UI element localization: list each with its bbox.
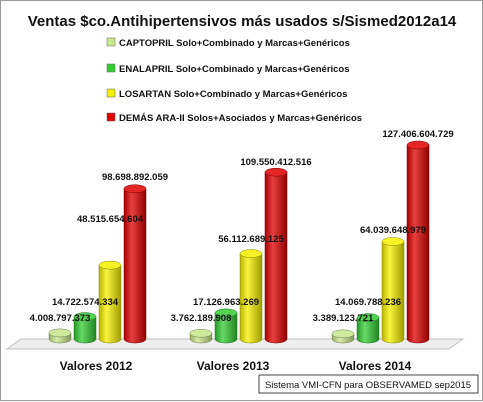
legend-swatch-losartan [106,88,116,98]
chart-title: Ventas $co.Antihipertensivos más usados … [28,13,457,30]
bar-enalapril-2012 [73,312,97,344]
bar-demas-ara-ii-2013 [264,167,288,344]
data-label-losartan-2014: 64.039.648.979 [360,225,426,236]
legend-label-captopril: CAPTOPRIL Solo+Combinado y Marcas+Genéri… [119,38,350,49]
bar-demas-ara-ii-2014 [406,140,430,344]
data-label-demas-ara-ii-2012: 98.698.892.059 [102,172,168,183]
source-box [258,374,479,394]
bar-losartan-2013 [239,249,263,344]
category-label-2012: Valores 2012 [60,359,133,373]
legend-swatch-demas-ara-ii [106,112,116,122]
legend-label-demas-ara-ii: DEMÁS ARA-II Solos+Asociados y Marcas+Ge… [119,113,362,124]
legend-swatch-enalapril [106,63,116,73]
bar-captopril-2012 [48,328,72,344]
data-label-enalapril-2012: 14.722.574.334 [52,297,119,308]
bar-losartan-2012 [98,260,122,344]
data-label-captopril-2014: 3.389.123.721 [313,313,374,324]
category-label-2014: Valores 2014 [339,359,412,373]
data-label-demas-ara-ii-2013: 109.550.412.516 [240,157,311,168]
bar-captopril-2013 [189,329,213,344]
data-labels: 4.008.797.373 14.722.574.334 48.515.654.60… [30,129,454,324]
bar-enalapril-2013 [214,308,238,344]
data-label-enalapril-2014: 14.069.788.236 [335,297,401,308]
bar-enalapril-2014 [356,313,380,344]
category-labels: Valores 2012 Valores 2013 Valores 2014 [60,359,412,373]
legend-label-losartan: LOSARTAN Solo+Combinado y Marcas+Genéric… [119,89,347,100]
legend: CAPTOPRIL Solo+Combinado y Marcas+Genéri… [106,37,362,124]
data-label-losartan-2013: 56.112.689.125 [218,234,284,245]
bar-losartan-2014 [381,237,405,344]
bar-captopril-2014 [331,329,355,344]
data-label-enalapril-2013: 17.126.963.269 [193,297,259,308]
data-label-captopril-2012: 4.008.797.373 [30,313,91,324]
data-label-demas-ara-ii-2014: 127.406.604.729 [382,129,453,140]
category-label-2013: Valores 2013 [197,359,270,373]
data-label-captopril-2013: 3.762.189.908 [171,313,232,324]
legend-swatch-captopril [106,37,116,47]
source-note: Sistema VMI-CFN para OBSERVAMED sep2015 [265,380,471,391]
legend-label-enalapril: ENALAPRIL Solo+Combinado y Marcas+Genéri… [119,64,350,75]
bars [48,140,430,344]
bar-demas-ara-ii-2012 [123,184,147,344]
data-label-losartan-2012: 48.515.654.604 [77,214,144,225]
